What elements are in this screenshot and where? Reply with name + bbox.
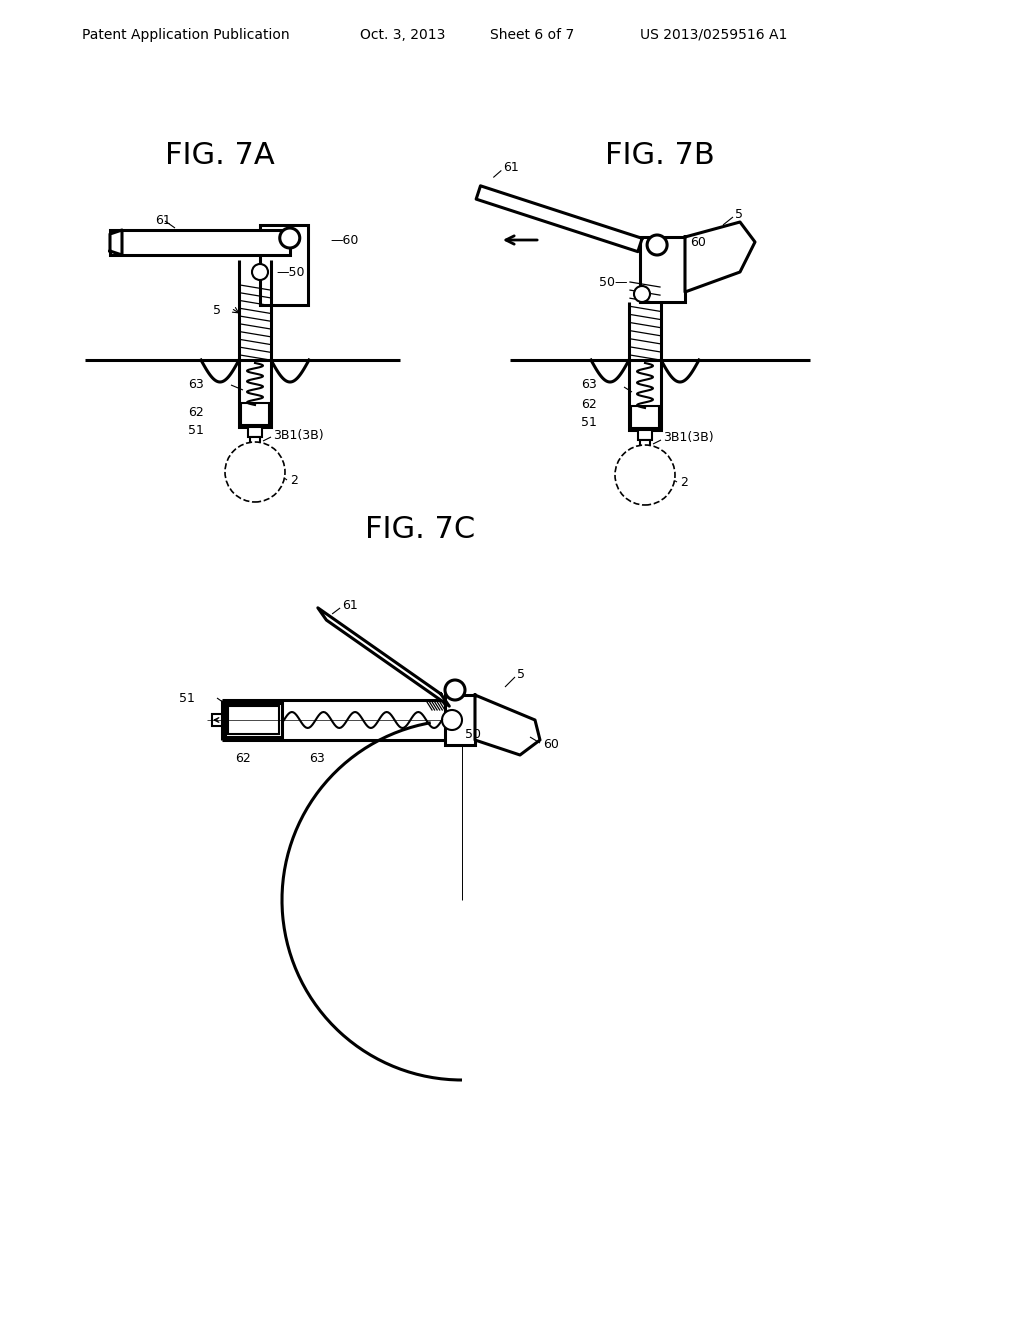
Text: 50: 50 — [465, 729, 481, 742]
Text: 3B1(3B): 3B1(3B) — [273, 429, 324, 441]
Text: 60: 60 — [543, 738, 559, 751]
Circle shape — [634, 286, 650, 302]
Polygon shape — [317, 607, 450, 706]
Text: —60: —60 — [330, 234, 358, 247]
Bar — [239, 360, 271, 426]
Text: —50: —50 — [276, 265, 304, 279]
Text: 62: 62 — [582, 397, 597, 411]
Text: 63: 63 — [188, 379, 204, 392]
Polygon shape — [685, 222, 755, 292]
Text: 63: 63 — [582, 379, 597, 392]
Text: 61: 61 — [342, 599, 357, 612]
Text: 51: 51 — [188, 424, 204, 437]
Bar — [248, 426, 262, 437]
Text: 61: 61 — [155, 214, 171, 227]
Bar — [241, 403, 269, 425]
Text: FIG. 7B: FIG. 7B — [605, 140, 715, 169]
Bar — [640, 440, 650, 447]
Text: FIG. 7C: FIG. 7C — [365, 516, 475, 544]
Circle shape — [225, 442, 285, 502]
Text: 61: 61 — [504, 161, 519, 174]
Bar — [640, 238, 685, 302]
Bar — [260, 224, 308, 305]
Text: Sheet 6 of 7: Sheet 6 of 7 — [490, 28, 574, 42]
Circle shape — [445, 680, 465, 700]
Bar — [212, 714, 222, 726]
Text: 2: 2 — [290, 474, 298, 487]
Circle shape — [615, 445, 675, 506]
Polygon shape — [110, 230, 122, 255]
Bar — [638, 430, 652, 440]
Text: 5: 5 — [735, 209, 743, 222]
Text: 50—: 50— — [598, 276, 627, 289]
Bar — [110, 230, 290, 255]
Circle shape — [442, 710, 462, 730]
Text: Oct. 3, 2013: Oct. 3, 2013 — [360, 28, 445, 42]
Bar — [228, 706, 279, 734]
Circle shape — [280, 228, 300, 248]
Bar — [225, 704, 282, 737]
Polygon shape — [475, 696, 540, 755]
Bar — [445, 696, 475, 744]
Text: 2: 2 — [680, 475, 688, 488]
Circle shape — [647, 235, 667, 255]
Text: 62: 62 — [234, 751, 251, 764]
Text: Patent Application Publication: Patent Application Publication — [82, 28, 290, 42]
Text: 51: 51 — [179, 692, 195, 705]
Text: 5: 5 — [213, 304, 221, 317]
Text: 60: 60 — [690, 235, 706, 248]
Bar — [250, 437, 260, 445]
Circle shape — [252, 264, 268, 280]
Polygon shape — [476, 186, 642, 252]
Text: 51: 51 — [582, 416, 597, 429]
Text: 3B1(3B): 3B1(3B) — [663, 432, 714, 445]
Text: 5: 5 — [517, 668, 525, 681]
Bar — [629, 360, 662, 430]
Text: US 2013/0259516 A1: US 2013/0259516 A1 — [640, 28, 787, 42]
Text: 63: 63 — [309, 751, 325, 764]
Text: 62: 62 — [188, 405, 204, 418]
Text: FIG. 7A: FIG. 7A — [165, 140, 274, 169]
Bar — [631, 407, 659, 428]
